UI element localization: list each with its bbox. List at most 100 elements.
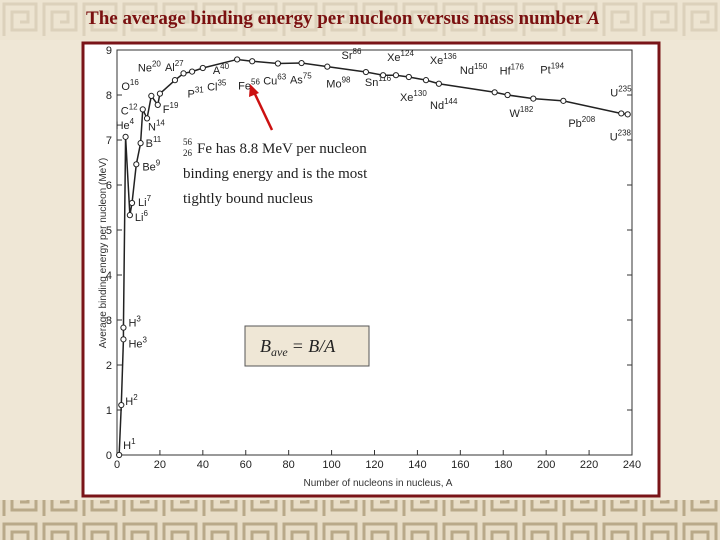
point-symbol: U <box>610 87 618 99</box>
annotation-atomic: 26 <box>183 148 193 158</box>
point-label: He4 <box>116 117 135 132</box>
x-tick-label: 160 <box>451 459 469 471</box>
point-mass: 12 <box>129 102 138 111</box>
point-symbol: H <box>123 440 131 452</box>
arrow <box>252 91 274 131</box>
point-symbol: U <box>610 131 618 143</box>
data-point <box>362 68 370 76</box>
point-symbol: P <box>188 88 195 100</box>
point-label: Xe124 <box>387 49 414 64</box>
point-mass: 63 <box>277 72 286 81</box>
data-point <box>274 60 282 67</box>
point-mass: 35 <box>217 79 226 88</box>
y-tick-label: 8 <box>106 90 112 102</box>
point-label: A40 <box>213 62 230 77</box>
point-symbol: He <box>116 120 130 132</box>
formula-box <box>244 325 370 367</box>
point-symbol: Ne <box>138 63 152 75</box>
point-symbol: Pb <box>568 118 581 130</box>
point-label: Fe56 <box>238 77 260 92</box>
x-tick-label: 200 <box>537 459 555 471</box>
point-label: Xe136 <box>430 52 457 67</box>
point-label: Al27 <box>165 59 184 74</box>
data-point <box>137 140 144 147</box>
data-point <box>298 59 305 67</box>
x-tick-label: 140 <box>408 459 426 471</box>
data-point <box>379 72 387 79</box>
data-point <box>118 401 125 409</box>
data-point <box>122 133 129 140</box>
point-symbol: H <box>128 318 136 330</box>
data-point <box>143 115 151 122</box>
point-label: W182 <box>510 105 534 120</box>
point-mass: 194 <box>551 62 565 71</box>
data-point <box>133 161 140 168</box>
point-label: Xe130 <box>400 89 427 104</box>
annotation-mass: 56 <box>183 137 193 147</box>
point-symbol: Pt <box>540 65 550 77</box>
point-mass: 3 <box>143 335 148 344</box>
point-mass: 86 <box>353 47 362 56</box>
point-label: Cu63 <box>263 72 287 87</box>
point-symbol: A <box>213 65 221 77</box>
point-symbol: Nd <box>460 65 474 77</box>
annotation-line: tightly bound nucleus <box>183 191 313 207</box>
point-label: H3 <box>128 315 141 330</box>
point-mass: 1 <box>131 437 136 446</box>
data-point <box>392 72 400 79</box>
point-mass: 124 <box>401 49 415 58</box>
y-tick-label: 9 <box>106 45 112 57</box>
point-symbol: Nd <box>430 100 444 112</box>
point-mass: 16 <box>130 78 139 87</box>
point-label: Nd150 <box>460 62 488 77</box>
point-label: U235 <box>610 84 632 99</box>
data-point <box>180 70 187 77</box>
point-mass: 6 <box>143 209 148 218</box>
point-label: Sr86 <box>342 47 362 62</box>
data-point <box>422 77 430 84</box>
data-point <box>189 68 196 75</box>
data-point <box>530 95 537 102</box>
point-mass: 7 <box>147 194 152 203</box>
point-mass: 9 <box>156 158 161 167</box>
y-axis-label: Average binding energy per nucleon (MeV) <box>98 158 109 349</box>
point-mass: 19 <box>170 101 179 110</box>
x-tick-label: 180 <box>494 459 512 471</box>
point-symbol: Sr <box>342 50 353 62</box>
point-label: C12 <box>121 102 138 117</box>
y-tick-label: 1 <box>106 405 112 417</box>
point-symbol: Mo <box>326 79 341 91</box>
data-point <box>148 92 155 100</box>
point-mass: 182 <box>520 105 534 114</box>
data-point <box>435 80 442 87</box>
point-label: Li6 <box>135 209 149 224</box>
point-label: Pb208 <box>568 115 595 130</box>
data-point <box>116 451 123 459</box>
y-tick-label: 6 <box>106 180 112 192</box>
y-tick-label: 0 <box>106 450 112 462</box>
x-tick-label: 0 <box>114 459 120 471</box>
point-symbol: Xe <box>400 92 413 104</box>
point-mass: 144 <box>444 97 458 106</box>
data-point <box>154 101 161 109</box>
data-point <box>139 106 146 113</box>
data-point <box>156 90 164 97</box>
point-symbol: Be <box>142 161 155 173</box>
point-symbol: C <box>121 105 129 117</box>
point-symbol: Sn <box>365 77 378 89</box>
point-mass: 208 <box>582 115 596 124</box>
y-tick-label: 5 <box>106 225 112 237</box>
point-label: Nd144 <box>430 97 458 112</box>
point-symbol: Cu <box>263 75 277 87</box>
point-symbol: Fe <box>238 80 251 92</box>
data-point <box>234 56 241 63</box>
border-pattern <box>0 500 720 540</box>
y-tick-label: 3 <box>106 315 112 327</box>
data-point <box>120 336 127 343</box>
data-point <box>126 212 133 219</box>
point-mass: 2 <box>133 393 138 402</box>
x-tick-label: 100 <box>322 459 340 471</box>
point-label: U238 <box>610 128 632 143</box>
point-mass: 235 <box>618 84 632 93</box>
plot: 0 20 40 60 80 100 120 140 160 180 200 220 2400123456… <box>106 45 641 471</box>
